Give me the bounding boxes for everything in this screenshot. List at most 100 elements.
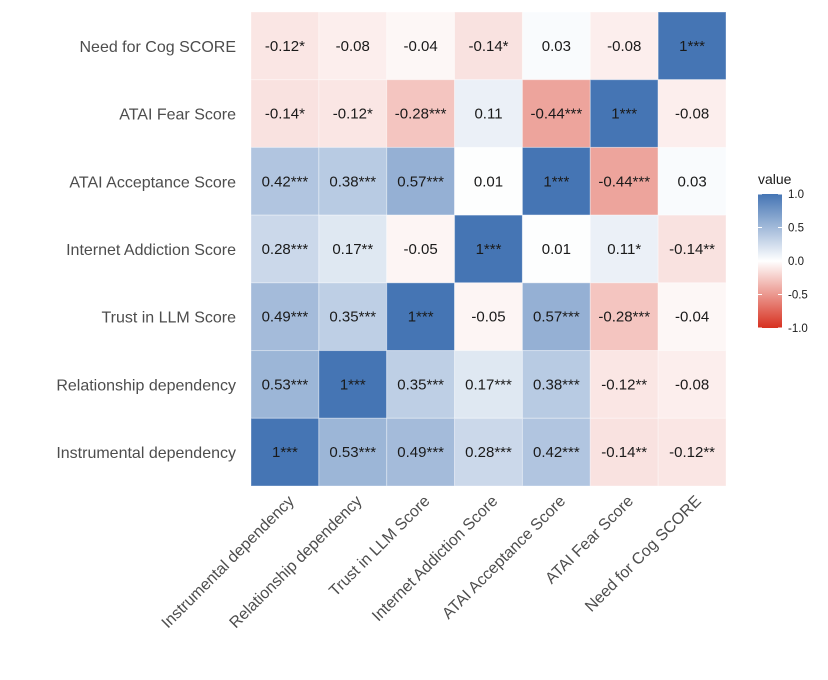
cell-value-label: 0.38*** xyxy=(329,173,376,190)
heatmap-cell xyxy=(657,79,727,148)
heatmap-cell xyxy=(386,11,456,81)
cell-value-label: 0.53*** xyxy=(329,444,376,461)
cell-value-label: -0.28*** xyxy=(598,309,650,326)
cell-value-label: -0.44*** xyxy=(598,173,650,190)
cell-value-label: 0.35*** xyxy=(329,309,376,326)
legend-tick-label: -0.5 xyxy=(788,290,808,302)
heatmap-cell xyxy=(386,146,456,216)
heatmap-cell xyxy=(657,146,727,216)
cell-value-label: -0.08 xyxy=(336,38,370,55)
heatmap-cell xyxy=(589,11,659,81)
cell-value-label: -0.44*** xyxy=(531,106,583,123)
cell-value-label: 1*** xyxy=(408,309,434,326)
cell-value-label: -0.14** xyxy=(601,444,647,461)
cell-value-label: 1*** xyxy=(340,376,366,393)
cell-value-label: -0.12* xyxy=(265,38,305,55)
heatmap-cell xyxy=(386,350,456,419)
x-tick-label: ATAI Acceptance Score xyxy=(439,493,569,623)
heatmap-cell xyxy=(657,214,727,284)
cell-value-label: -0.12** xyxy=(669,444,715,461)
legend-tick-label: 1.0 xyxy=(788,189,804,201)
cell-value-label: 1*** xyxy=(611,106,637,123)
heatmap-cell xyxy=(657,350,727,419)
x-tick-label: Relationship dependency xyxy=(227,493,366,632)
cell-value-label: 0.42*** xyxy=(533,444,580,461)
cell-value-label: -0.14** xyxy=(669,241,715,258)
x-tick-label: Internet Addiction Score xyxy=(369,493,501,625)
heatmap-cell-labels: -0.12* -0.08 -0.04 -0.14* 0.03 -0.08 1*** -0.14… xyxy=(262,38,716,461)
heatmap-cell xyxy=(386,417,456,487)
heatmap-cells xyxy=(250,11,727,487)
legend-tick-label: -1.0 xyxy=(788,323,808,335)
heatmap-cell xyxy=(454,350,523,419)
y-tick-label: Instrumental dependency xyxy=(56,445,236,462)
cell-value-label: 0.17*** xyxy=(465,376,512,393)
cell-value-label: -0.05 xyxy=(471,309,505,326)
heatmap-cell xyxy=(250,417,320,487)
cell-value-label: 0.42*** xyxy=(262,173,309,190)
cell-value-label: -0.14* xyxy=(265,106,305,123)
y-tick-label: ATAI Acceptance Score xyxy=(69,174,236,191)
cell-value-label: -0.04 xyxy=(404,38,438,55)
cell-value-label: 0.11 xyxy=(474,106,502,123)
cell-value-label: 1*** xyxy=(476,241,502,258)
x-tick-label: Instrumental dependency xyxy=(159,493,298,632)
y-axis-tick-labels: Need for Cog SCORE ATAI Fear Score ATAI Ac… xyxy=(56,39,236,462)
heatmap-cell xyxy=(454,146,523,216)
heatmap-cell xyxy=(318,214,388,284)
heatmap-cell xyxy=(386,79,456,148)
cell-value-label: 1*** xyxy=(272,444,298,461)
cell-value-label: 0.11* xyxy=(607,241,641,258)
cell-value-label: -0.08 xyxy=(675,376,709,393)
cell-value-label: 0.03 xyxy=(677,173,706,190)
cell-value-label: 0.01 xyxy=(474,173,503,190)
heatmap-cell xyxy=(454,11,523,81)
color-legend: value 1.0 0.5 0.0 -0.5 -1.0 xyxy=(758,171,808,335)
heatmap-cell xyxy=(589,214,659,284)
heatmap-cell xyxy=(250,350,320,419)
legend-tick-label: 0.5 xyxy=(788,223,804,235)
heatmap-cell xyxy=(250,79,320,148)
heatmap-cell xyxy=(250,282,320,352)
cell-value-label: 0.28*** xyxy=(262,241,309,258)
legend-title: value xyxy=(758,171,792,187)
y-tick-label: ATAI Fear Score xyxy=(119,107,236,124)
heatmap-cell xyxy=(318,11,388,81)
x-tick-label: Need for Cog SCORE xyxy=(582,493,705,616)
cell-value-label: -0.12** xyxy=(601,376,647,393)
cell-value-label: 0.03 xyxy=(542,38,571,55)
cell-value-label: -0.14* xyxy=(468,38,508,55)
heatmap-cell xyxy=(250,214,320,284)
cell-value-label: -0.28*** xyxy=(395,106,447,123)
cell-value-label: 1*** xyxy=(679,38,705,55)
heatmap-cell xyxy=(521,417,591,487)
heatmap-cell xyxy=(521,146,591,216)
cell-value-label: -0.08 xyxy=(607,38,641,55)
heatmap-cell xyxy=(318,350,388,419)
heatmap-cell xyxy=(386,282,456,352)
cell-value-label: 0.28*** xyxy=(465,444,512,461)
heatmap-cell xyxy=(521,350,591,419)
cell-value-label: 0.17** xyxy=(332,241,373,258)
heatmap-cell xyxy=(589,417,659,487)
heatmap-cell xyxy=(454,417,523,487)
y-tick-label: Trust in LLM Score xyxy=(101,310,236,327)
heatmap-cell xyxy=(250,11,320,81)
legend-tick-label: 0.0 xyxy=(788,256,804,268)
cell-value-label: 1*** xyxy=(543,173,569,190)
heatmap-cell xyxy=(589,146,659,216)
cell-value-label: 0.35*** xyxy=(397,376,444,393)
heatmap-cell xyxy=(318,146,388,216)
cell-value-label: 0.57*** xyxy=(397,173,444,190)
heatmap-cell xyxy=(521,79,591,148)
cell-value-label: -0.05 xyxy=(404,241,438,258)
cell-value-label: 0.49*** xyxy=(262,309,309,326)
cell-value-label: -0.08 xyxy=(675,106,709,123)
heatmap-cell xyxy=(657,417,727,487)
cell-value-label: 0.38*** xyxy=(533,376,580,393)
heatmap-cell xyxy=(454,214,523,284)
cell-value-label: -0.04 xyxy=(675,309,709,326)
cell-value-label: -0.12* xyxy=(333,106,373,123)
